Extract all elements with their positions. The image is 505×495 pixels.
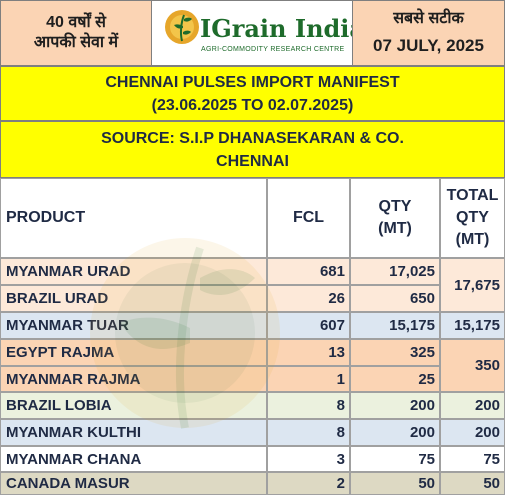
fcl-cell: 3	[267, 446, 350, 472]
total-qty-cell: 350	[440, 339, 505, 392]
source-line-1: SOURCE: S.I.P DHANASEKARAN & CO.	[101, 130, 404, 147]
fcl-cell: 607	[267, 312, 350, 339]
logo-name: IGrain India	[200, 14, 365, 43]
title-line-2: (23.06.2025 TO 02.07.2025)	[151, 97, 354, 114]
qty-cell: 200	[350, 419, 440, 446]
qty-cell: 650	[350, 285, 440, 312]
header-total-line-1: TOTAL	[446, 187, 499, 204]
manifest-title: CHENNAI PULSES IMPORT MANIFEST (23.06.20…	[0, 66, 505, 121]
header-qty: QTY (MT)	[350, 178, 440, 258]
header-total-line-2: QTY	[456, 209, 489, 226]
total-qty-cell: 15,175	[440, 312, 505, 339]
header-qty-line-1: QTY	[378, 198, 412, 215]
tagline-line-1: 40 वर्षों से	[46, 14, 106, 31]
manifest-table: PRODUCT FCL QTY (MT) TOTAL QTY (MT) MYAN…	[0, 178, 505, 495]
date-box: सबसे सटीक 07 JULY, 2025	[352, 0, 505, 66]
qty-cell: 15,175	[350, 312, 440, 339]
total-qty-cell: 75	[440, 446, 505, 472]
fcl-cell: 26	[267, 285, 350, 312]
qty-cell: 25	[350, 366, 440, 392]
qty-cell: 17,025	[350, 258, 440, 285]
header-total-line-3: (MT)	[455, 231, 490, 248]
product-cell: MYANMAR TUAR	[0, 312, 267, 339]
source-block: SOURCE: S.I.P DHANASEKARAN & CO. CHENNAI	[0, 121, 505, 178]
product-cell: MYANMAR URAD	[0, 258, 267, 285]
fcl-cell: 2	[267, 472, 350, 495]
tagline-box: 40 वर्षों से आपकी सेवा में	[0, 0, 152, 66]
product-cell: MYANMAR KULTHI	[0, 419, 267, 446]
fcl-cell: 1	[267, 366, 350, 392]
product-cell: CANADA MASUR	[0, 472, 267, 495]
fcl-cell: 8	[267, 392, 350, 419]
qty-cell: 75	[350, 446, 440, 472]
qty-cell: 200	[350, 392, 440, 419]
tagline-line-2: आपकी सेवा में	[33, 34, 119, 51]
header-qty-line-2: (MT)	[378, 220, 412, 237]
product-cell: BRAZIL URAD	[0, 285, 267, 312]
fcl-cell: 8	[267, 419, 350, 446]
total-qty-cell: 200	[440, 419, 505, 446]
fcl-cell: 681	[267, 258, 350, 285]
source-line-2: CHENNAI	[216, 153, 289, 170]
total-qty-cell: 200	[440, 392, 505, 419]
header-bar: 40 वर्षों से आपकी सेवा में IGrain India …	[0, 0, 505, 66]
title-line-1: CHENNAI PULSES IMPORT MANIFEST	[105, 74, 400, 91]
product-cell: EGYPT RAJMA	[0, 339, 267, 366]
logo-tagline: AGRI-COMMODITY RESEARCH CENTRE	[201, 46, 345, 53]
total-qty-cell: 17,675	[440, 258, 505, 312]
logo: IGrain India AGRI-COMMODITY RESEARCH CEN…	[152, 0, 365, 66]
wheat-leaf-icon	[165, 10, 199, 44]
header-product: PRODUCT	[0, 178, 267, 258]
accuracy-tagline: सबसे सटीक	[393, 10, 464, 27]
qty-cell: 50	[350, 472, 440, 495]
report-date: 07 JULY, 2025	[373, 36, 484, 55]
total-qty-cell: 50	[440, 472, 505, 495]
product-cell: MYANMAR RAJMA	[0, 366, 267, 392]
fcl-cell: 13	[267, 339, 350, 366]
header-fcl: FCL	[267, 178, 350, 258]
product-cell: BRAZIL LOBIA	[0, 392, 267, 419]
product-cell: MYANMAR CHANA	[0, 446, 267, 472]
header-total: TOTAL QTY (MT)	[440, 178, 505, 258]
qty-cell: 325	[350, 339, 440, 366]
